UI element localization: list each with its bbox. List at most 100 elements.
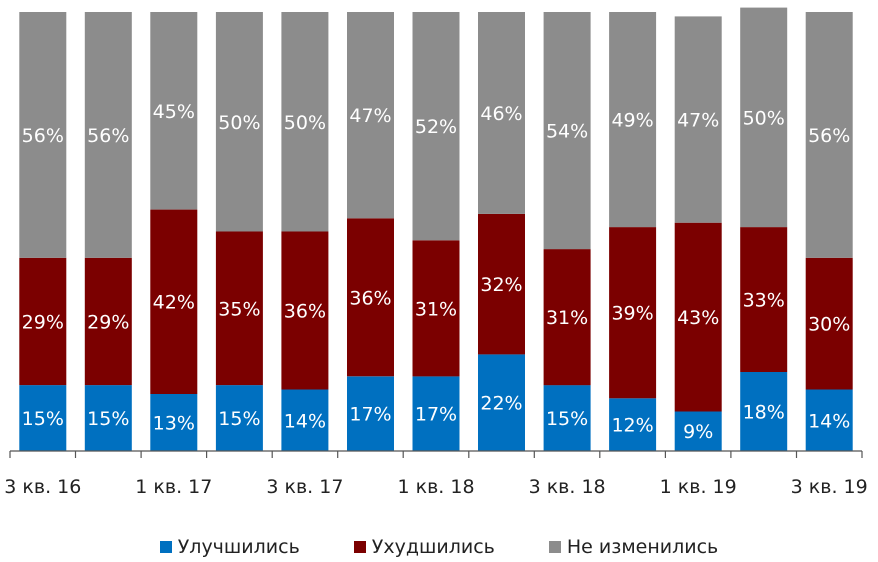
data-labels-group: 15% 29% 56% 15% 29% 56% 13% 42% 45% 15% 35% 50% 14% 3… (22, 101, 851, 443)
bar-segment-improved-11 (740, 372, 788, 451)
data-label-improved-2: 13% (153, 413, 195, 435)
bar-segment-unchanged-8 (543, 12, 591, 250)
data-label-improved-3: 15% (218, 408, 260, 430)
data-label-worsened-11: 33% (743, 290, 785, 312)
data-label-unchanged-3: 50% (218, 112, 260, 134)
data-label-improved-9: 12% (611, 415, 653, 437)
bar-segment-worsened-7 (478, 213, 525, 355)
bar-segment-improved-7 (478, 354, 525, 451)
data-label-unchanged-2: 45% (153, 101, 195, 123)
bar-segment-unchanged-3 (215, 12, 263, 232)
bar-segment-worsened-4 (281, 231, 329, 390)
x-tick-label-4: 3 кв. 17 (266, 476, 343, 498)
bar-segment-improved-6 (412, 376, 460, 451)
bar-segment-improved-0 (19, 385, 67, 451)
data-label-unchanged-11: 50% (743, 107, 785, 129)
data-label-unchanged-12: 56% (808, 125, 850, 147)
data-label-unchanged-10: 47% (677, 110, 719, 132)
x-tick-label-8: 3 кв. 18 (529, 476, 606, 498)
data-label-worsened-12: 30% (808, 314, 850, 336)
bar-segment-unchanged-6 (412, 12, 460, 241)
data-label-worsened-6: 31% (415, 298, 457, 320)
x-tick-label-6: 1 кв. 18 (397, 476, 474, 498)
legend-swatch-worsened (353, 541, 366, 553)
data-label-worsened-9: 39% (611, 303, 653, 325)
legend-label-worsened: Ухудшились (371, 536, 495, 558)
bar-segment-worsened-5 (347, 218, 394, 377)
bar-segment-worsened-3 (215, 231, 263, 386)
x-tick-labels-group: 3 кв. 16 1 кв. 17 3 кв. 17 1 кв. 18 3 кв. 18… (4, 476, 867, 498)
bar-segment-worsened-11 (740, 227, 788, 372)
data-label-improved-5: 17% (349, 404, 391, 426)
bar-segment-improved-9 (609, 398, 657, 451)
bar-segment-unchanged-0 (19, 12, 67, 258)
bar-segment-unchanged-4 (281, 12, 329, 232)
data-label-improved-4: 14% (284, 410, 326, 432)
bar-segment-unchanged-10 (674, 16, 722, 223)
data-label-unchanged-6: 52% (415, 116, 457, 138)
data-label-worsened-4: 36% (284, 301, 326, 323)
data-label-worsened-5: 36% (349, 287, 391, 309)
bar-segment-worsened-10 (674, 222, 722, 412)
data-label-unchanged-0: 56% (22, 125, 64, 147)
bar-segment-worsened-1 (84, 257, 132, 386)
bar-segment-unchanged-1 (84, 12, 132, 258)
data-label-unchanged-7: 46% (480, 103, 522, 125)
data-label-improved-6: 17% (415, 404, 457, 426)
legend-item-unchanged: Не изменились (548, 536, 719, 558)
bars-group (19, 7, 853, 451)
legend-swatch-unchanged (548, 541, 561, 553)
bar-segment-unchanged-12 (805, 12, 853, 258)
bar-segment-worsened-6 (412, 240, 460, 377)
bar-segment-unchanged-5 (347, 12, 394, 219)
bar-segment-worsened-12 (805, 257, 853, 390)
bar-segment-unchanged-2 (150, 12, 198, 210)
legend-swatch-improved (159, 541, 172, 553)
x-tick-label-0: 3 кв. 16 (4, 476, 81, 498)
bar-segment-improved-12 (805, 389, 853, 451)
data-label-improved-0: 15% (22, 408, 64, 430)
bar-segment-improved-5 (347, 376, 394, 451)
data-label-improved-12: 14% (808, 410, 850, 432)
data-label-worsened-7: 32% (480, 274, 522, 296)
data-label-unchanged-9: 49% (611, 110, 653, 132)
data-label-worsened-8: 31% (546, 307, 588, 329)
x-tick-label-10: 1 кв. 19 (660, 476, 737, 498)
data-label-unchanged-4: 50% (284, 112, 326, 134)
bar-segment-improved-10 (674, 411, 722, 451)
data-label-improved-10: 9% (683, 421, 713, 443)
data-label-worsened-0: 29% (22, 312, 64, 334)
bar-segment-unchanged-7 (478, 12, 525, 214)
bar-segment-improved-3 (215, 385, 263, 451)
bar-segment-worsened-0 (19, 257, 67, 386)
legend-label-unchanged: Не изменились (566, 536, 719, 558)
data-label-worsened-2: 42% (153, 292, 195, 314)
data-label-unchanged-5: 47% (349, 105, 391, 127)
bar-segment-worsened-9 (609, 227, 657, 399)
legend-label-improved: Улучшились (177, 536, 300, 558)
bar-segment-improved-2 (150, 393, 198, 451)
legend-item-worsened: Ухудшились (353, 536, 495, 558)
data-label-unchanged-1: 56% (87, 125, 129, 147)
data-label-improved-1: 15% (87, 408, 129, 430)
x-tick-label-12: 3 кв. 19 (791, 476, 868, 498)
data-label-improved-8: 15% (546, 408, 588, 430)
data-label-improved-11: 18% (743, 402, 785, 424)
bar-segment-worsened-8 (543, 249, 591, 386)
x-tick-label-2: 1 кв. 17 (135, 476, 212, 498)
bar-segment-improved-4 (281, 389, 329, 451)
data-label-unchanged-8: 54% (546, 121, 588, 143)
bar-segment-worsened-2 (150, 209, 198, 394)
bar-segment-unchanged-11 (740, 7, 788, 228)
data-label-worsened-10: 43% (677, 307, 719, 329)
x-ticks-group (9, 451, 863, 458)
bar-segment-improved-8 (543, 385, 591, 451)
data-label-worsened-1: 29% (87, 312, 129, 334)
legend: Улучшились Ухудшились Не изменились (0, 536, 878, 558)
legend-item-improved: Улучшились (159, 536, 300, 558)
bar-segment-unchanged-9 (609, 12, 657, 228)
data-label-worsened-3: 35% (218, 298, 260, 320)
bar-segment-improved-1 (84, 385, 132, 451)
data-label-improved-7: 22% (480, 393, 522, 415)
